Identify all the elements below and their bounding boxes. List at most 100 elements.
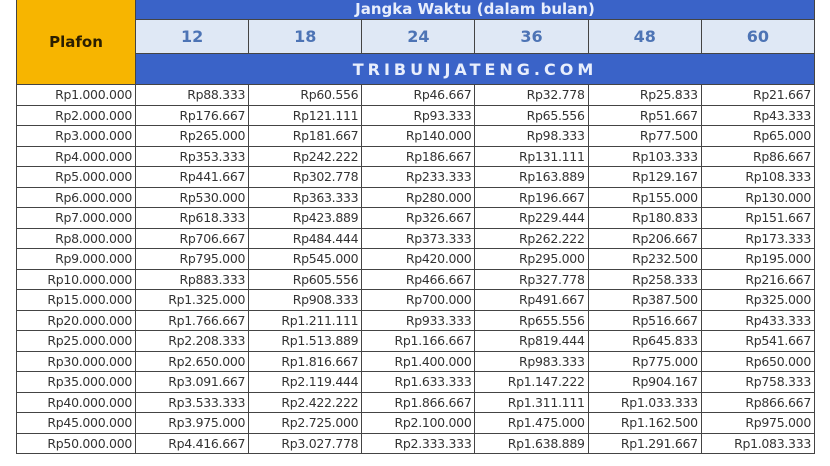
installment-cell: Rp908.333 bbox=[248, 289, 363, 311]
installment-cell: Rp151.667 bbox=[700, 207, 816, 229]
installment-cell: Rp2.650.000 bbox=[134, 350, 250, 372]
header-row-watermark: TRIBUNJATENG.COM bbox=[17, 53, 815, 85]
installment-cell: Rp1.147.222 bbox=[474, 371, 589, 393]
installment-cell: Rp181.667 bbox=[248, 125, 363, 147]
installment-cell: Rp775.000 bbox=[587, 350, 702, 372]
installment-cell: Rp262.222 bbox=[474, 227, 589, 249]
installment-cell: Rp484.444 bbox=[248, 227, 363, 249]
table-row: Rp4.000.000 Rp353.333 Rp242.222 Rp186.667 Rp… bbox=[16, 145, 816, 167]
installment-cell: Rp60.556 bbox=[248, 84, 363, 106]
installment-cell: Rp88.333 bbox=[134, 84, 250, 106]
installment-cell: Rp326.667 bbox=[361, 207, 476, 229]
installment-cell: Rp1.475.000 bbox=[474, 412, 589, 434]
plafon-cell: Rp40.000.000 bbox=[16, 391, 136, 413]
term-60-months: 60 bbox=[700, 19, 816, 54]
table-row: Rp1.000.000 Rp88.333 Rp60.556 Rp46.667 Rp32.… bbox=[16, 84, 816, 106]
table-row: Rp3.000.000 Rp265.000 Rp181.667 Rp140.000 Rp… bbox=[16, 125, 816, 147]
installment-cell: Rp233.333 bbox=[361, 166, 476, 188]
watermark-text: TRIBUNJATENG.COM bbox=[135, 53, 815, 85]
table-row: Rp25.000.000 Rp2.208.333 Rp1.513.889 Rp1.16… bbox=[16, 330, 816, 352]
installment-cell: Rp1.766.667 bbox=[134, 309, 250, 331]
installment-cell: Rp258.333 bbox=[587, 268, 702, 290]
table-row: Rp20.000.000 Rp1.766.667 Rp1.211.111 Rp933.… bbox=[16, 309, 816, 331]
installment-cell: Rp3.533.333 bbox=[134, 391, 250, 413]
table-row: Rp15.000.000 Rp1.325.000 Rp908.333 Rp700.00… bbox=[16, 289, 816, 311]
installment-cell: Rp280.000 bbox=[361, 186, 476, 208]
table-row: Rp7.000.000 Rp618.333 Rp423.889 Rp326.667 Rp… bbox=[16, 207, 816, 229]
installment-cell: Rp186.667 bbox=[361, 145, 476, 167]
installment-cell: Rp353.333 bbox=[134, 145, 250, 167]
installment-cell: Rp491.667 bbox=[474, 289, 589, 311]
plafon-cell: Rp45.000.000 bbox=[16, 412, 136, 434]
installment-cell: Rp706.667 bbox=[134, 227, 250, 249]
installment-cell: Rp819.444 bbox=[474, 330, 589, 352]
installment-cell: Rp758.333 bbox=[700, 371, 816, 393]
installment-cell: Rp2.119.444 bbox=[248, 371, 363, 393]
plafon-cell: Rp15.000.000 bbox=[16, 289, 136, 311]
installment-cell: Rp2.100.000 bbox=[361, 412, 476, 434]
installment-cell: Rp21.667 bbox=[700, 84, 816, 106]
installment-cell: Rp4.416.667 bbox=[134, 432, 250, 454]
installment-cell: Rp265.000 bbox=[134, 125, 250, 147]
installment-cell: Rp373.333 bbox=[361, 227, 476, 249]
installment-cell: Rp232.500 bbox=[587, 248, 702, 270]
installment-cell: Rp121.111 bbox=[248, 104, 363, 126]
installment-cell: Rp1.633.333 bbox=[361, 371, 476, 393]
installment-cell: Rp155.000 bbox=[587, 186, 702, 208]
table-row: Rp40.000.000 Rp3.533.333 Rp2.422.222 Rp1.86… bbox=[16, 391, 816, 413]
plafon-cell: Rp4.000.000 bbox=[16, 145, 136, 167]
installment-cell: Rp196.667 bbox=[474, 186, 589, 208]
installment-cell: Rp65.556 bbox=[474, 104, 589, 126]
installment-cell: Rp645.833 bbox=[587, 330, 702, 352]
installment-cell: Rp25.833 bbox=[587, 84, 702, 106]
plafon-cell: Rp1.000.000 bbox=[16, 84, 136, 106]
installment-cell: Rp516.667 bbox=[587, 309, 702, 331]
table-row: Rp2.000.000 Rp176.667 Rp121.111 Rp93.333 Rp6… bbox=[16, 104, 816, 126]
installment-cell: Rp983.333 bbox=[474, 350, 589, 372]
installment-cell: Rp176.667 bbox=[134, 104, 250, 126]
installment-cell: Rp3.091.667 bbox=[134, 371, 250, 393]
plafon-cell: Rp25.000.000 bbox=[16, 330, 136, 352]
installment-cell: Rp420.000 bbox=[361, 248, 476, 270]
plafon-cell: Rp2.000.000 bbox=[16, 104, 136, 126]
term-header: Jangka Waktu (dalam bulan) bbox=[135, 0, 815, 20]
installment-cell: Rp1.816.667 bbox=[248, 350, 363, 372]
table-row: Rp5.000.000 Rp441.667 Rp302.778 Rp233.333 Rp… bbox=[16, 166, 816, 188]
installment-cell: Rp1.513.889 bbox=[248, 330, 363, 352]
installment-cell: Rp423.889 bbox=[248, 207, 363, 229]
term-12-months: 12 bbox=[134, 19, 250, 54]
installment-cell: Rp545.000 bbox=[248, 248, 363, 270]
installment-cell: Rp108.333 bbox=[700, 166, 816, 188]
installment-cell: Rp216.667 bbox=[700, 268, 816, 290]
installment-cell: Rp325.000 bbox=[700, 289, 816, 311]
installment-cell: Rp51.667 bbox=[587, 104, 702, 126]
installment-cell: Rp93.333 bbox=[361, 104, 476, 126]
table-row: Rp35.000.000 Rp3.091.667 Rp2.119.444 Rp1.63… bbox=[16, 371, 816, 393]
table-row: Rp10.000.000 Rp883.333 Rp605.556 Rp466.667 R… bbox=[16, 268, 816, 290]
installment-cell: Rp975.000 bbox=[700, 412, 816, 434]
installment-cell: Rp302.778 bbox=[248, 166, 363, 188]
installment-cell: Rp131.111 bbox=[474, 145, 589, 167]
installment-cell: Rp933.333 bbox=[361, 309, 476, 331]
plafon-cell: Rp9.000.000 bbox=[16, 248, 136, 270]
installment-cell: Rp1.638.889 bbox=[474, 432, 589, 454]
installment-cell: Rp433.333 bbox=[700, 309, 816, 331]
installment-cell: Rp206.667 bbox=[587, 227, 702, 249]
table-row: Rp9.000.000 Rp795.000 Rp545.000 Rp420.000 Rp… bbox=[16, 248, 816, 270]
installment-cell: Rp195.000 bbox=[700, 248, 816, 270]
installment-cell: Rp163.889 bbox=[474, 166, 589, 188]
installment-cell: Rp1.166.667 bbox=[361, 330, 476, 352]
installment-cell: Rp3.027.778 bbox=[248, 432, 363, 454]
installment-cell: Rp130.000 bbox=[700, 186, 816, 208]
table-row: Rp8.000.000 Rp706.667 Rp484.444 Rp373.333 Rp… bbox=[16, 227, 816, 249]
plafon-cell: Rp5.000.000 bbox=[16, 166, 136, 188]
installment-cell: Rp363.333 bbox=[248, 186, 363, 208]
installment-cell: Rp1.866.667 bbox=[361, 391, 476, 413]
installment-cell: Rp655.556 bbox=[474, 309, 589, 331]
table-row: Rp6.000.000 Rp530.000 Rp363.333 Rp280.000 Rp… bbox=[16, 186, 816, 208]
installment-cell: Rp2.208.333 bbox=[134, 330, 250, 352]
plafon-cell: Rp50.000.000 bbox=[16, 432, 136, 454]
installment-cell: Rp1.083.333 bbox=[700, 432, 816, 454]
installment-cell: Rp295.000 bbox=[474, 248, 589, 270]
plafon-cell: Rp10.000.000 bbox=[16, 268, 136, 290]
